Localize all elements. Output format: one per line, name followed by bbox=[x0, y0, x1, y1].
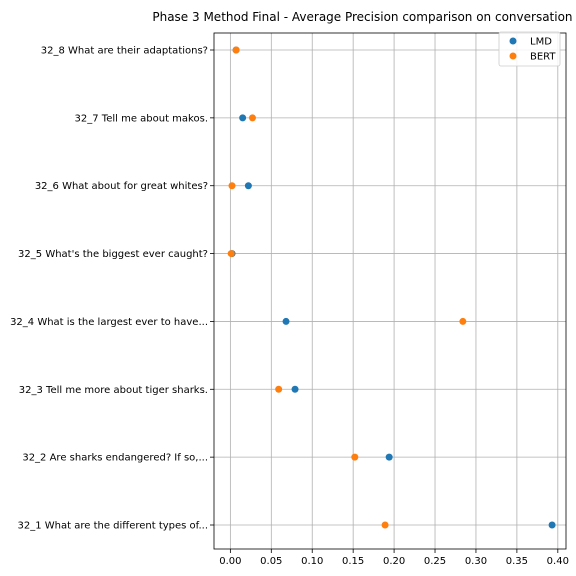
x-tick-label: 0.00 bbox=[219, 556, 241, 567]
grid-lines bbox=[214, 33, 566, 549]
y-tick-label: 32_4 What is the largest ever to have... bbox=[10, 317, 208, 328]
y-tick-label: 32_5 What's the biggest ever caught? bbox=[18, 249, 208, 260]
data-point-lmd bbox=[385, 453, 393, 461]
x-tick-label: 0.30 bbox=[465, 556, 487, 567]
data-point-bert bbox=[227, 250, 235, 258]
data-points bbox=[227, 46, 556, 529]
legend-marker-bert bbox=[509, 52, 517, 60]
y-tick-label: 32_3 Tell me more about tiger sharks. bbox=[19, 385, 208, 396]
legend: LMD BERT bbox=[498, 31, 561, 67]
x-tick-label: 0.25 bbox=[424, 556, 446, 567]
data-point-lmd bbox=[239, 114, 247, 122]
y-tick-label: 32_8 What are their adaptations? bbox=[41, 46, 208, 57]
y-tick-label: 32_1 What are the different types of... bbox=[18, 521, 208, 532]
x-tick-label: 0.40 bbox=[547, 556, 569, 567]
data-point-bert bbox=[248, 114, 256, 122]
x-tick-label: 0.10 bbox=[301, 556, 323, 567]
plot-frame bbox=[213, 32, 567, 550]
y-tick-label: 32_2 Are sharks endangered? If so,... bbox=[22, 453, 208, 464]
data-point-bert bbox=[275, 385, 283, 393]
x-tick-label: 0.15 bbox=[342, 556, 364, 567]
chart-title: Phase 3 Method Final - Average Precision… bbox=[152, 10, 576, 24]
data-point-lmd bbox=[548, 521, 556, 529]
data-point-lmd bbox=[244, 182, 252, 190]
x-tick-label: 0.35 bbox=[506, 556, 528, 567]
axis-ticks: 0.00 0.05 0.10 0.15 0.20 0.25 0.30 0.35 0.40 32_1… bbox=[10, 46, 569, 568]
y-tick-label: 32_7 Tell me about makos. bbox=[75, 113, 208, 124]
x-tick-label: 0.20 bbox=[383, 556, 405, 567]
x-tick-label: 0.05 bbox=[260, 556, 282, 567]
data-point-lmd bbox=[282, 317, 290, 325]
data-point-bert bbox=[228, 182, 236, 190]
data-point-bert bbox=[232, 46, 240, 54]
legend-label-bert: BERT bbox=[530, 52, 556, 63]
data-point-bert bbox=[459, 317, 467, 325]
data-point-bert bbox=[381, 521, 389, 529]
legend-label-lmd: LMD bbox=[530, 37, 552, 48]
y-tick-label: 32_6 What about for great whites? bbox=[35, 181, 208, 192]
data-point-lmd bbox=[291, 385, 299, 393]
legend-marker-lmd bbox=[509, 37, 517, 45]
data-point-bert bbox=[351, 453, 359, 461]
